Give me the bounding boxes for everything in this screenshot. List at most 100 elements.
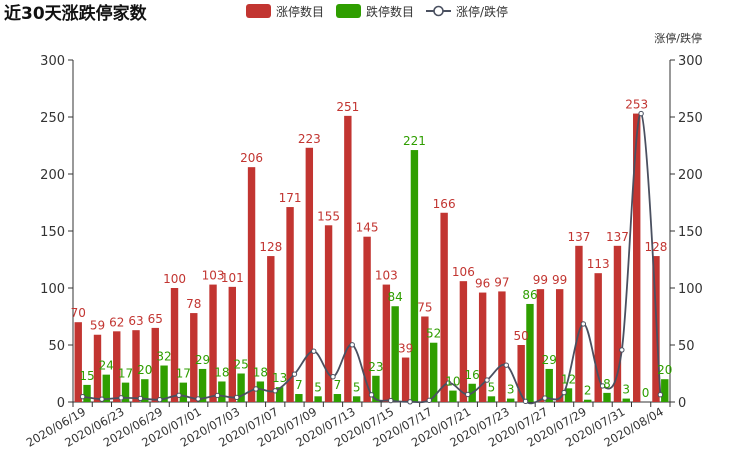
bar-up-17[interactable] [401,357,410,402]
ratio-point-8[interactable] [233,394,240,401]
bar-up-8[interactable] [228,286,236,402]
legend-label-1[interactable]: 跌停数目 [366,4,414,19]
ratio-point-23[interactable] [522,398,529,405]
bar-up-25[interactable] [555,289,564,402]
legend-label-2[interactable]: 涨停/跌停 [456,4,508,19]
bar-down-0[interactable] [83,384,91,402]
bar-up-20[interactable] [459,281,468,402]
bar-up-4[interactable] [151,327,159,402]
bar-up-19[interactable] [440,212,448,402]
ratio-point-15[interactable] [368,392,375,398]
legend-label-0[interactable]: 涨停数目 [276,4,324,19]
bar-up-13[interactable] [324,225,333,402]
legend-swatch-0[interactable] [246,4,271,18]
ratio-point-17[interactable] [407,399,413,405]
bar-up-18[interactable] [421,316,429,403]
ratio-point-19[interactable] [445,380,452,386]
ratio-point-21[interactable] [484,377,490,383]
ratio-point-29[interactable] [638,110,644,117]
bar-up-29[interactable] [633,113,641,402]
bar-up-5[interactable] [170,288,179,402]
ratio-point-3[interactable] [137,395,144,402]
bar-down-3[interactable] [141,379,149,402]
ratio-point-4[interactable] [156,396,163,403]
ratio-point-12[interactable] [311,348,317,354]
ratio-point-9[interactable] [253,386,259,392]
bar-down-18[interactable] [429,342,438,402]
bar-down-15[interactable] [372,375,380,402]
ratio-point-2[interactable] [118,395,124,401]
bar-up-9[interactable] [247,167,256,402]
label-down-12: 5 [314,380,322,394]
bar-up-14[interactable] [344,115,352,403]
bar-up-23[interactable] [517,345,525,402]
legend-swatch-1[interactable] [336,4,361,18]
ratio-point-11[interactable] [291,371,298,377]
ratio-point-5[interactable] [176,392,182,398]
ratio-point-0[interactable] [79,393,86,400]
bar-up-0[interactable] [74,322,82,402]
bar-up-21[interactable] [478,292,487,402]
bar-down-14[interactable] [352,396,361,402]
bar-down-16[interactable] [391,306,399,402]
bar-up-12[interactable] [305,147,314,402]
ratio-point-28[interactable] [619,347,625,353]
label-up-4: 65 [148,312,163,326]
bar-down-1[interactable] [102,374,110,402]
ratio-point-6[interactable] [195,396,201,402]
label-up-6: 78 [186,297,201,311]
ratio-point-7[interactable] [214,392,221,399]
bar-up-11[interactable] [286,207,294,402]
ratio-point-10[interactable] [272,388,278,394]
bar-down-17[interactable] [410,150,419,402]
bar-down-5[interactable] [179,382,188,402]
ratio-point-20[interactable] [465,391,471,398]
bar-down-8[interactable] [237,373,245,403]
bar-up-1[interactable] [93,334,102,402]
bar-up-10[interactable] [267,256,275,402]
ratio-point-22[interactable] [503,362,510,368]
ratio-point-14[interactable] [349,342,355,348]
ratio-point-24[interactable] [542,395,548,401]
ratio-point-18[interactable] [426,397,432,404]
ratio-point-25[interactable] [561,389,567,396]
bar-up-27[interactable] [594,273,602,402]
bar-down-13[interactable] [333,394,342,402]
ratio-point-26[interactable] [580,321,587,327]
bar-up-28[interactable] [613,245,622,402]
bar-down-27[interactable] [603,392,611,402]
bar-up-15[interactable] [363,236,371,402]
bar-down-22[interactable] [507,398,515,402]
ratio-point-16[interactable] [388,397,394,404]
bar-up-3[interactable] [132,330,140,402]
bar-up-26[interactable] [575,245,583,402]
bar-up-2[interactable] [113,331,121,402]
bar-down-4[interactable] [160,365,168,402]
ratio-point-27[interactable] [599,383,606,389]
bar-up-24[interactable] [536,289,545,402]
bar-down-10[interactable] [275,387,284,402]
ratio-point-30[interactable] [657,392,664,398]
label-up-7: 103 [202,269,225,283]
bar-down-9[interactable] [256,381,265,402]
bar-down-19[interactable] [449,390,457,402]
ratio-point-1[interactable] [99,396,105,402]
bar-down-12[interactable] [314,396,322,402]
bar-down-23[interactable] [526,303,534,402]
bar-up-6[interactable] [190,313,198,402]
bar-down-30[interactable] [661,379,669,402]
y-left-tick-label-6: 300 [40,54,65,69]
bar-down-25[interactable] [564,388,573,402]
ratio-point-13[interactable] [330,374,336,380]
bar-up-22[interactable] [498,291,506,402]
bar-down-24[interactable] [545,368,553,402]
bar-up-16[interactable] [382,284,391,402]
bar-down-6[interactable] [198,368,207,402]
bar-down-28[interactable] [622,398,630,402]
bar-down-2[interactable] [121,382,130,402]
bar-down-26[interactable] [584,399,592,402]
bar-down-21[interactable] [487,396,496,402]
bar-up-7[interactable] [209,284,217,402]
bar-down-7[interactable] [218,381,226,402]
bar-down-11[interactable] [295,394,303,402]
